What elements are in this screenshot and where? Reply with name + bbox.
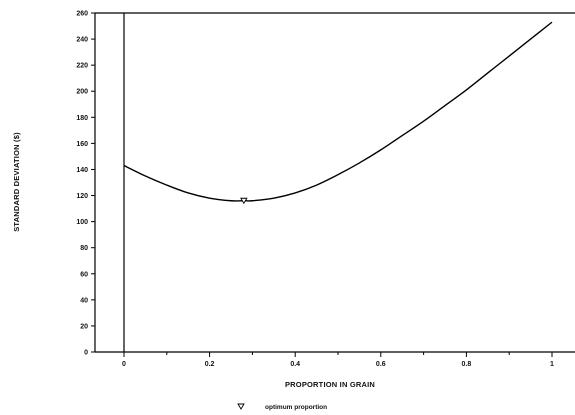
x-axis-ticks: 0 0.2 0.4 0.6 0.8 1 <box>122 352 554 368</box>
y-tick-label: 240 <box>76 37 88 44</box>
x-axis-title: PROPORTION IN GRAIN <box>285 380 375 389</box>
x-tick-label: 1 <box>550 361 554 368</box>
y-tick-label: 120 <box>76 193 88 200</box>
y-tick-label: 100 <box>76 219 88 226</box>
y-axis-ticks: 0 20 40 60 80 100 120 140 160 180 200 220 240 260 <box>76 11 95 357</box>
x-tick-label: 0.2 <box>205 361 215 368</box>
y-tick-label: 80 <box>80 245 88 252</box>
y-tick-label: 260 <box>76 11 88 18</box>
x-tick-label: 0.4 <box>290 361 300 368</box>
legend-label: optimum proportion <box>265 404 327 411</box>
y-tick-label: 220 <box>76 63 88 70</box>
y-tick-label: 200 <box>76 89 88 96</box>
y-tick-label: 0 <box>84 350 88 357</box>
y-tick-label: 20 <box>80 323 88 330</box>
legend: optimum proportion <box>237 403 327 411</box>
x-tick-label: 0 <box>122 361 126 368</box>
y-tick-label: 160 <box>76 141 88 148</box>
y-axis-title: STANDARD DEVIATION ($) <box>12 132 21 232</box>
optimum-marker-triangle-icon <box>240 197 248 205</box>
series-line <box>123 21 553 202</box>
y-tick-label: 60 <box>80 271 88 278</box>
series-layer <box>123 21 553 202</box>
y-tick-label: 140 <box>76 167 88 174</box>
x-tick-label: 0.6 <box>376 361 386 368</box>
marker-layer <box>240 197 248 205</box>
plot-frame <box>94 12 575 353</box>
legend-marker-triangle-icon <box>237 403 245 410</box>
y-tick-label: 40 <box>80 297 88 304</box>
x-tick-label: 0.8 <box>462 361 472 368</box>
y-tick-label: 180 <box>76 115 88 122</box>
